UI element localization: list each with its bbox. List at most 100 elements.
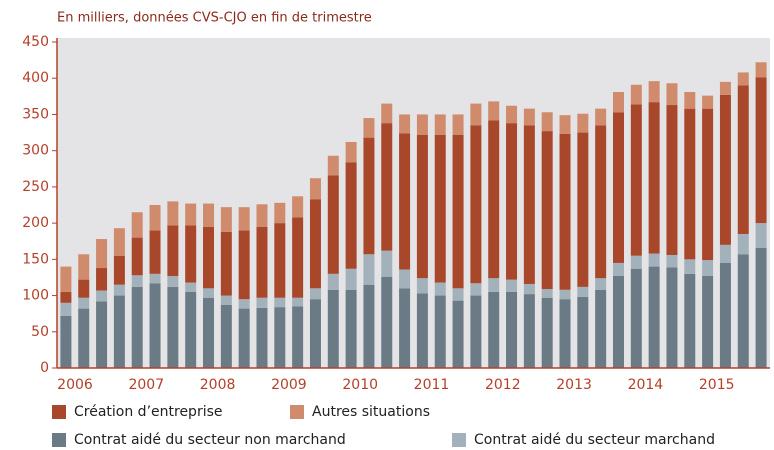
bar-segment [630,268,642,368]
bar-segment [755,77,767,224]
bar-segment [648,81,660,103]
bar-segment [185,203,197,226]
x-tick-label: 2008 [200,377,236,393]
x-tick-label: 2007 [128,377,164,393]
bar-segment [345,289,357,368]
plot-background [57,38,770,368]
bar-segment [203,297,215,368]
bar-segment [363,284,375,368]
bar-segment [256,226,268,298]
x-tick-label: 2013 [556,377,592,393]
bar-segment [488,120,500,279]
bar-segment [434,134,446,283]
bar-segment [648,253,660,267]
bar-segment [274,223,286,298]
bar-segment [363,118,375,138]
y-tick-label: 450 [22,34,49,50]
bar-segment [167,225,179,276]
bar-segment [684,91,696,109]
bar-segment [702,260,714,276]
bar-segment [488,101,500,121]
bar-segment [96,301,108,368]
bar-segment [737,72,749,86]
bar-segment [755,62,767,78]
bar-segment [149,205,161,231]
bar-segment [399,269,411,289]
bar-segment [434,114,446,135]
bar-segment [612,275,624,368]
bar-segment [220,304,232,368]
bar-segment [684,259,696,274]
bar-segment [256,307,268,368]
bar-segment [737,85,749,234]
y-tick-label: 350 [22,106,49,122]
x-tick-label: 2006 [57,377,93,393]
bar-segment [470,125,482,284]
bar-segment [113,295,125,368]
bar-segment [434,295,446,368]
bar-segment [167,275,179,287]
bar-segment [78,297,90,309]
bar-segment [612,112,624,263]
bar-segment [381,123,393,251]
bar-segment [452,288,464,301]
bar-segment [755,223,767,248]
bar-segment [256,297,268,308]
bar-segment [452,300,464,368]
bar-segment [470,295,482,368]
bar-segment [648,266,660,368]
bar-segment [256,204,268,227]
bar-segment [416,278,428,294]
bar-segment [381,103,393,124]
bar-segment [577,113,589,133]
bar-segment [595,108,607,126]
legend-label: Création d’entreprise [74,404,223,420]
x-tick-label: 2015 [699,377,735,393]
bar-segment [719,244,731,263]
bar-segment [523,283,535,295]
bar-segment [595,278,607,290]
bar-segment [488,278,500,292]
legend-swatch [52,433,66,447]
bar-segment [149,230,161,274]
bar-segment [541,131,553,290]
x-tick-label: 2014 [628,377,664,393]
bar-segment [399,133,411,270]
bar-segment [737,233,749,255]
bar-segment [666,83,678,106]
y-tick-label: 250 [22,179,49,195]
bar-segment [131,237,143,276]
bar-segment [327,273,339,290]
bar-segment [416,134,428,279]
bar-segment [595,125,607,279]
bar-segment [506,291,518,368]
x-tick-label: 2010 [342,377,378,393]
x-tick-label: 2009 [271,377,307,393]
legend-label: Autres situations [312,404,430,420]
bar-segment [309,299,321,368]
bar-segment [470,283,482,296]
bar-segment [292,297,304,307]
bar-segment [96,239,108,269]
bar-segment [78,308,90,368]
x-tick-label: 2011 [414,377,450,393]
bar-segment [381,276,393,368]
bar-segment [506,279,518,292]
bar-segment [113,228,125,256]
bar-segment [506,123,518,280]
bar-segment [60,315,72,368]
bar-segment [113,284,125,296]
bar-segment [220,295,232,305]
bar-segment [327,289,339,368]
bar-segment [309,178,321,200]
bar-segment [630,104,642,256]
legend-swatch [452,433,466,447]
bar-segment [434,282,446,296]
bar-segment [559,134,571,290]
bar-segment [78,254,90,280]
bar-segment [345,162,357,269]
bar-segment [702,95,714,109]
bar-segment [666,267,678,368]
bar-segment [630,255,642,269]
